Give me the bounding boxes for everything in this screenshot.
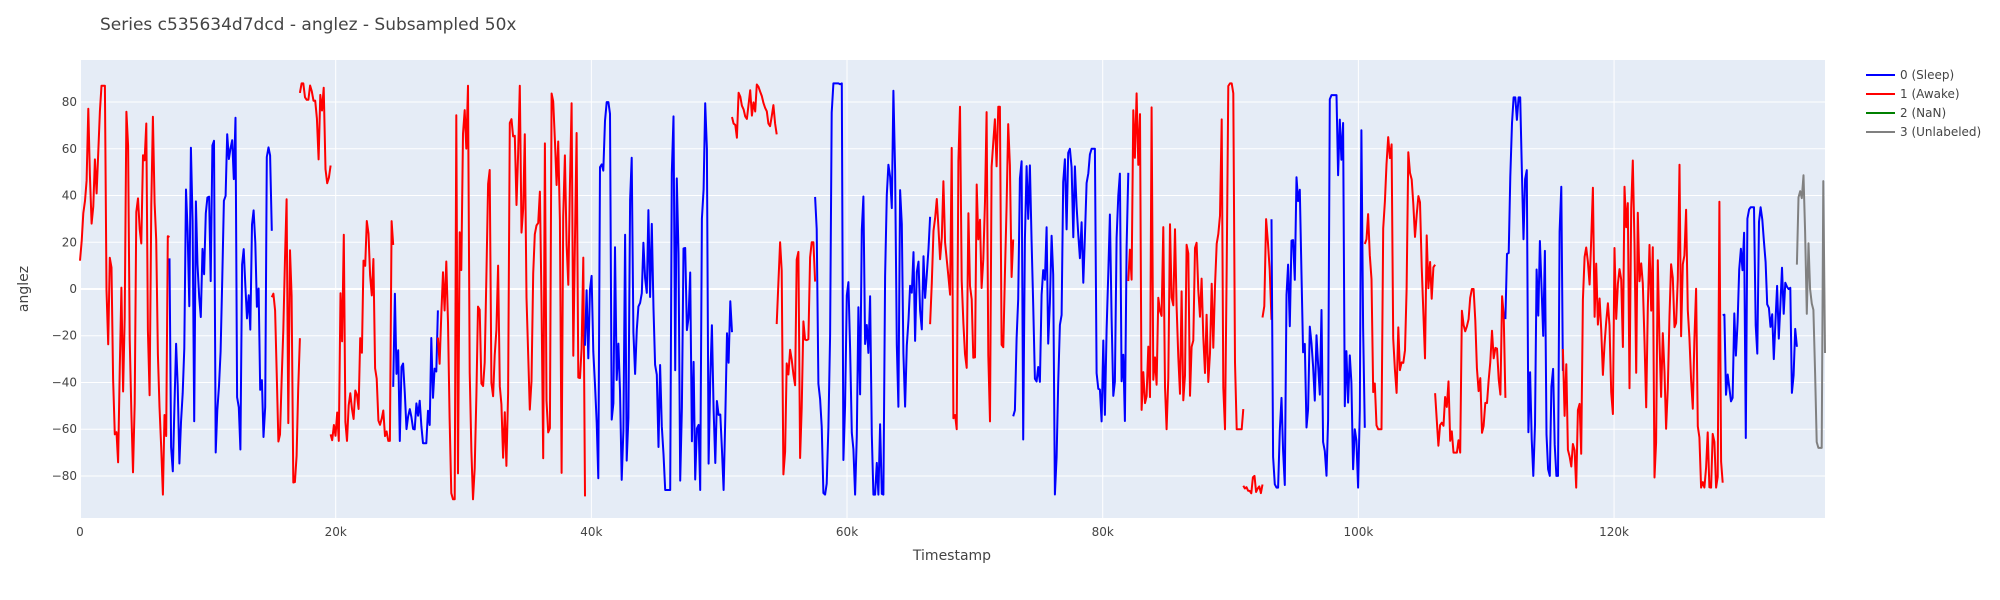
series-line-segment	[298, 82, 332, 185]
chart-title: Series c535634d7dcd - anglez - Subsample…	[100, 15, 516, 35]
series-line-segment	[1012, 147, 1130, 496]
x-tick-label: 60k	[836, 525, 858, 539]
y-tick-label: −40	[52, 375, 77, 389]
y-tick-label: 0	[69, 282, 77, 296]
series-line-segment	[929, 105, 1015, 431]
legend-label: 3 (Unlabeled)	[1900, 125, 1981, 139]
series-line-segment	[731, 83, 778, 139]
x-tick-label: 100k	[1343, 525, 1373, 539]
x-tick-label: 0	[76, 525, 84, 539]
x-tick-label: 20k	[325, 525, 347, 539]
legend-item[interactable]: 1 (Awake)	[1866, 87, 1960, 101]
series-line-segment	[436, 84, 586, 501]
legend-item[interactable]: 2 (NaN)	[1866, 106, 1946, 120]
x-tick-label: 40k	[580, 525, 602, 539]
x-axis-ticks: 0 20k 40k 60k 80k 100k 120k	[76, 525, 1629, 539]
y-tick-label: 60	[62, 142, 77, 156]
series-line-segment	[584, 101, 733, 491]
legend-label: 2 (NaN)	[1900, 106, 1946, 120]
x-tick-label: 120k	[1599, 525, 1629, 539]
series-line-segment	[1127, 82, 1245, 431]
series-line-segment	[1270, 94, 1366, 489]
x-axis-title: Timestamp	[912, 548, 991, 564]
series-line-segment	[79, 84, 170, 496]
y-tick-label: −60	[52, 422, 77, 436]
series-line-segment	[814, 82, 932, 496]
series-lines	[79, 82, 1826, 501]
series-line-segment	[392, 292, 439, 445]
legend[interactable]: 0 (Sleep) 1 (Awake) 2 (NaN) 3 (Unlabeled)	[1866, 68, 1981, 139]
series-line-segment	[1561, 159, 1724, 489]
series-line-segment	[168, 116, 273, 473]
series-line-segment	[1795, 174, 1826, 449]
series-line-segment	[1363, 136, 1436, 431]
series-line-segment	[1261, 218, 1273, 320]
y-tick-label: 80	[62, 95, 77, 109]
y-tick-label: 20	[62, 235, 77, 249]
series-line-segment	[1504, 96, 1564, 477]
legend-item[interactable]: 3 (Unlabeled)	[1866, 125, 1981, 139]
x-tick-label: 80k	[1092, 525, 1114, 539]
y-tick-label: −80	[52, 469, 77, 483]
series-line-segment	[329, 220, 395, 442]
y-axis-ticks: −80 −60 −40 −20 0 20 40 60 80	[52, 95, 77, 483]
y-tick-label: −20	[52, 329, 77, 343]
y-tick-label: 40	[62, 189, 77, 203]
y-axis-title: anglez	[16, 266, 32, 312]
series-line-segment	[1242, 474, 1264, 495]
series-line-segment	[775, 241, 817, 476]
series-line-segment	[1434, 288, 1507, 454]
legend-label: 0 (Sleep)	[1900, 68, 1954, 82]
series-line-segment	[1722, 206, 1798, 439]
legend-item[interactable]: 0 (Sleep)	[1866, 68, 1954, 82]
series-line-segment	[270, 198, 301, 484]
legend-label: 1 (Awake)	[1900, 87, 1960, 101]
